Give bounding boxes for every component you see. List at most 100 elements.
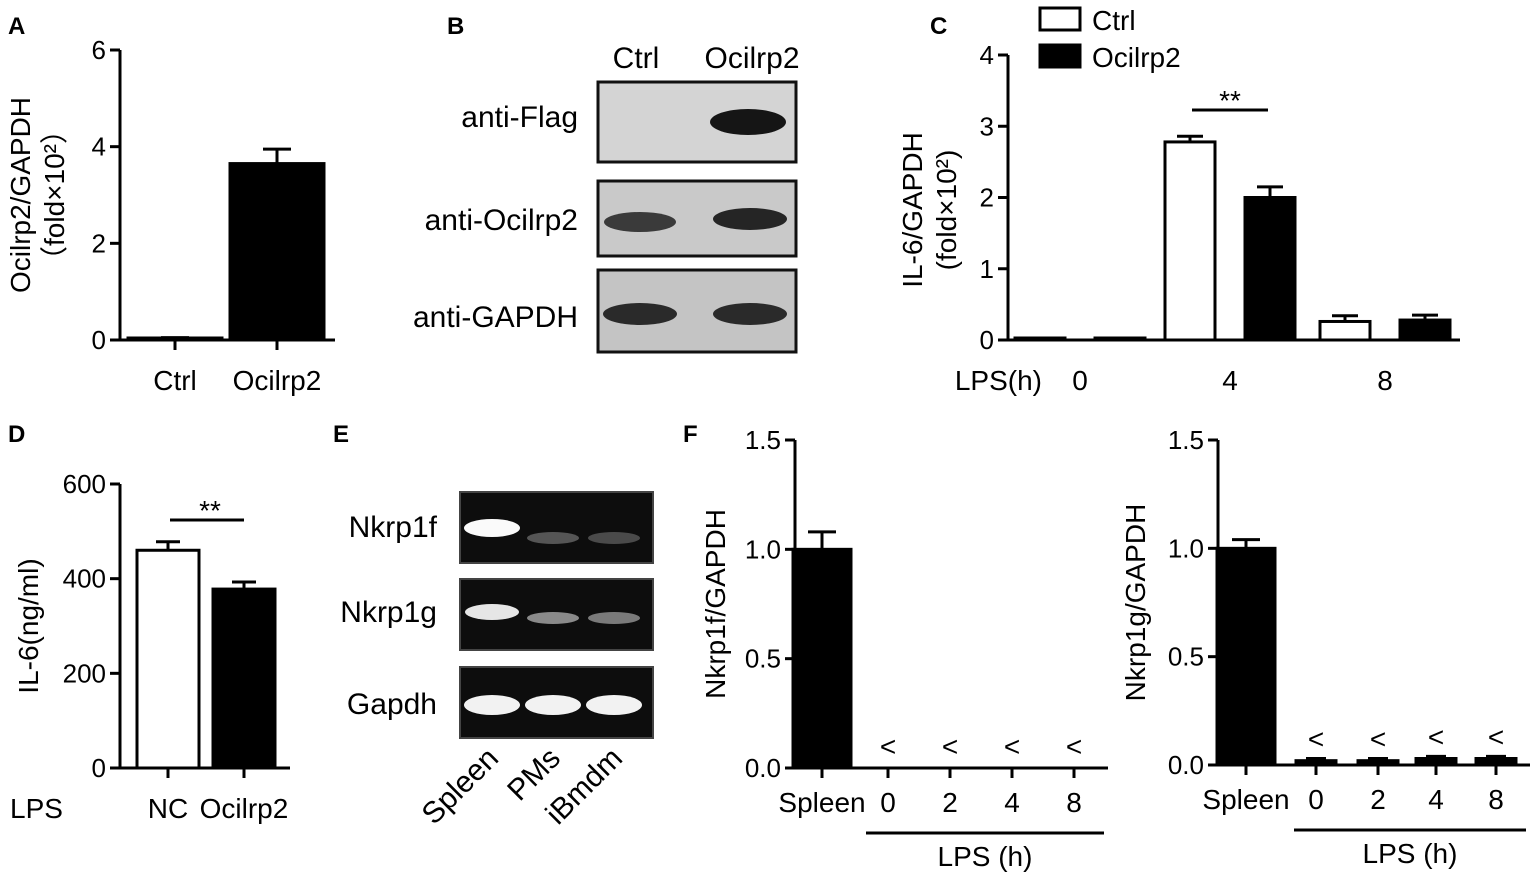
x-tick-label: 4	[1428, 784, 1444, 815]
x-tick-label: Ocilrp2	[233, 365, 322, 396]
gel-row-label: Nkrp1f	[349, 511, 438, 544]
x-axis-prefix: LPS(h)	[955, 365, 1042, 396]
bar	[211, 587, 277, 770]
x-tick-label: Ctrl	[153, 365, 197, 396]
y-tick-label: 1.0	[745, 534, 781, 564]
x-axis-prefix: LPS	[10, 793, 63, 824]
y-tick-label: 200	[63, 658, 106, 688]
bar	[1163, 140, 1217, 342]
x-tick-label: Spleen	[1202, 784, 1289, 815]
chart-panel-a: 0 2 4 6 Ctrl Ocilrp2 Ocilrp2/GAPDH （fold×10²）	[5, 35, 335, 396]
pcr-gel: Nkrp1f Nkrp1g Gapdh Spleen PMs iBmdm	[340, 491, 654, 831]
bar	[1474, 757, 1518, 767]
below-detection-marker: <	[942, 731, 958, 762]
x-tick-label: 0	[880, 787, 896, 818]
y-tick-label: 4	[980, 40, 994, 70]
y-axis-label: Nkrp1g/GAPDH	[1120, 504, 1151, 702]
chart-panel-f-nkrp1f: 0.0 0.5 1.0 1.5 Spleen 0 <2 <4 <8 < LPS (h) Nkrp1f/…	[700, 425, 1108, 872]
legend-label: Ctrl	[1092, 5, 1136, 36]
y-tick-label: 0.0	[1168, 750, 1204, 780]
bar	[228, 162, 326, 342]
chart-panel-d: 0 200 400 600 NC Ocilrp2 LPS ** IL-6(ng/ml)	[10, 469, 290, 824]
y-tick-label: 4	[92, 132, 106, 162]
gel-band	[586, 695, 642, 715]
bar	[1356, 759, 1400, 767]
y-tick-label: 0	[980, 325, 994, 355]
gel-row-label: Nkrp1g	[340, 596, 437, 629]
y-tick-label: 3	[980, 111, 994, 141]
blot-band	[713, 303, 787, 325]
x-tick-label: 8	[1377, 365, 1393, 396]
gel-band	[527, 612, 579, 624]
y-tick-label: 0.0	[745, 753, 781, 783]
below-detection-marker: <	[1004, 731, 1020, 762]
panel-label-a: A	[8, 13, 25, 40]
bar	[1093, 336, 1147, 342]
significance-marker: **	[199, 495, 221, 526]
y-axis-label: （fold×10²）	[39, 116, 70, 274]
bar	[135, 548, 201, 770]
y-axis-label: Nkrp1f/GAPDH	[700, 509, 731, 699]
below-detection-marker: <	[880, 731, 896, 762]
y-tick-label: 2	[92, 228, 106, 258]
gel-band	[464, 695, 520, 715]
gel-band	[525, 695, 581, 715]
y-tick-label: 1.5	[745, 425, 781, 455]
below-detection-marker: <	[1308, 724, 1324, 755]
group-label: LPS (h)	[938, 841, 1033, 872]
y-tick-label: 0.5	[1168, 642, 1204, 672]
x-tick-label: 2	[1370, 784, 1386, 815]
blot-band	[603, 303, 677, 325]
below-detection-marker: <	[1488, 722, 1504, 753]
chart-panel-c: 0 1 2 3 4 0 4 8 LPS(h) ** Ctrl Ocilrp2 IL-6/GAPDH (fo…	[897, 5, 1460, 396]
x-tick-label: 4	[1004, 787, 1020, 818]
gel-band	[588, 612, 640, 624]
y-tick-label: 1	[980, 254, 994, 284]
significance-marker: **	[1219, 85, 1241, 116]
blot-row-label: anti-Flag	[461, 101, 578, 134]
panel-label-b: B	[447, 13, 464, 40]
bar	[1215, 546, 1277, 767]
panel-label-f: F	[683, 421, 698, 448]
bar	[1414, 757, 1458, 767]
legend-swatch	[1038, 6, 1082, 32]
blot-band	[604, 212, 676, 232]
gel-band	[465, 604, 519, 620]
x-tick-label: 0	[1308, 784, 1324, 815]
x-tick-label: Spleen	[778, 787, 865, 818]
y-tick-label: 400	[63, 564, 106, 594]
blot-column-label: Ocilrp2	[704, 42, 799, 75]
gel-band	[527, 532, 579, 544]
below-detection-marker: <	[1370, 724, 1386, 755]
blot-column-label: Ctrl	[613, 42, 660, 75]
x-tick-label: NC	[148, 793, 188, 824]
x-tick-label: 8	[1066, 787, 1082, 818]
panel-label-e: E	[333, 421, 349, 448]
legend-swatch	[1038, 43, 1082, 69]
blot-band	[713, 208, 787, 230]
bar	[1398, 318, 1452, 342]
y-axis-label: IL-6(ng/ml)	[13, 558, 44, 693]
gel-lane-label: Spleen	[416, 742, 505, 831]
bar	[1294, 759, 1338, 767]
group-label: LPS (h)	[1363, 838, 1458, 869]
y-tick-label: 2	[980, 183, 994, 213]
below-detection-marker: <	[1428, 722, 1444, 753]
y-tick-label: 0	[92, 325, 106, 355]
bar	[791, 547, 853, 770]
gel-band	[464, 519, 520, 537]
bar	[1013, 336, 1067, 342]
legend-label: Ocilrp2	[1092, 42, 1181, 73]
chart-panel-f-nkrp1g: 0.0 0.5 1.0 1.5 Spleen 0 <2 <4 <8 < LPS (h) Nkrp1g/…	[1120, 425, 1530, 869]
y-tick-label: 1.0	[1168, 533, 1204, 563]
bar	[1243, 196, 1297, 342]
y-tick-label: 6	[92, 35, 106, 65]
y-axis-label: IL-6/GAPDH	[897, 132, 928, 288]
blot-row-label: anti-Ocilrp2	[425, 204, 578, 237]
below-detection-marker: <	[1066, 731, 1082, 762]
bar	[1318, 319, 1372, 342]
panel-label-d: D	[8, 421, 25, 448]
blot-row-label: anti-GAPDH	[413, 301, 578, 334]
y-tick-label: 0.5	[745, 644, 781, 674]
